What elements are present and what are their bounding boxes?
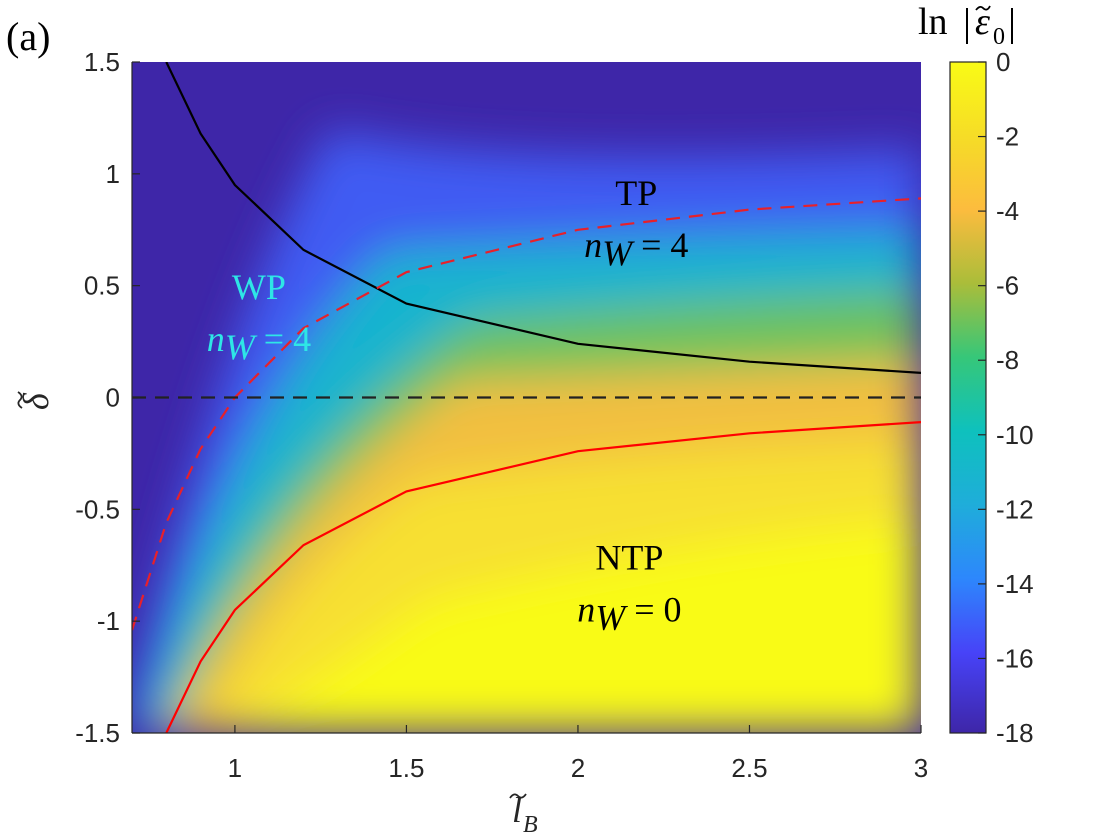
colorbar — [949, 61, 987, 734]
svg-text:B: B — [523, 812, 538, 838]
colorbar-tick-label: -18 — [996, 718, 1034, 748]
region-label-ntp: NTP nW = 0 — [577, 538, 681, 638]
colorbar-ticks: 0 -2 -4 -6 -8 -10 -12 -14 -16 -18 — [978, 47, 1034, 748]
y-tick-label: 0.5 — [84, 271, 120, 301]
colorbar-label: ln ε 0 — [918, 1, 1013, 50]
y-tick-label: -0.5 — [75, 494, 120, 524]
svg-text:l: l — [512, 790, 522, 830]
colorbar-tick-label: -8 — [996, 345, 1019, 375]
svg-text:ε: ε — [975, 1, 990, 43]
y-tick-label: 1.5 — [84, 47, 120, 77]
svg-text:δ: δ — [16, 392, 56, 410]
heatmap-field — [132, 62, 921, 733]
svg-text:0: 0 — [993, 24, 1005, 50]
colorbar-tick-label: -2 — [996, 122, 1019, 152]
region-winding-ntp: nW = 0 — [577, 590, 681, 638]
colorbar-tick-label: -16 — [996, 643, 1034, 673]
region-title-ntp: NTP — [595, 538, 663, 578]
x-tick-label: 1 — [228, 753, 242, 783]
annotations-layer: TP nW = 4 WP nW = 4 NTP nW = 0 — [207, 173, 689, 638]
svg-text:ln: ln — [918, 1, 948, 43]
y-tick-label: -1 — [97, 606, 120, 636]
x-tick-label: 2.5 — [731, 753, 767, 783]
x-tick-label: 3 — [914, 753, 928, 783]
region-title-wp: WP — [232, 267, 286, 307]
colorbar-tick-label: 0 — [996, 47, 1010, 77]
colorbar-tick-label: -12 — [996, 494, 1034, 524]
x-axis-label: l B — [509, 790, 538, 838]
y-tick-label: 0 — [106, 383, 120, 413]
y-tick-label: 1 — [106, 159, 120, 189]
curves-layer — [132, 62, 921, 733]
x-tick-label: 1.5 — [388, 753, 424, 783]
colorbar-tick-label: -14 — [996, 569, 1034, 599]
region-label-wp: WP nW = 4 — [207, 267, 311, 367]
curve-2 — [132, 197, 921, 631]
axes: 1 1.5 2 2.5 3 1.5 1 0.5 0 -0.5 -1 -1.5 — [75, 47, 928, 783]
region-title-tp: TP — [615, 173, 657, 213]
y-axis-label: δ — [16, 391, 56, 410]
curve-1 — [165, 421, 921, 733]
y-tick-label: -1.5 — [75, 718, 120, 748]
colorbar-tick-label: -6 — [996, 271, 1019, 301]
region-winding-tp: nW = 4 — [584, 225, 688, 273]
region-label-tp: TP nW = 4 — [584, 173, 688, 273]
region-winding-wp: nW = 4 — [207, 319, 311, 367]
colorbar-tick-label: -10 — [996, 420, 1034, 450]
colorbar-tick-label: -4 — [996, 196, 1019, 226]
panel-label: (a) — [6, 14, 50, 59]
x-tick-label: 2 — [571, 753, 585, 783]
curve-0 — [165, 62, 921, 374]
